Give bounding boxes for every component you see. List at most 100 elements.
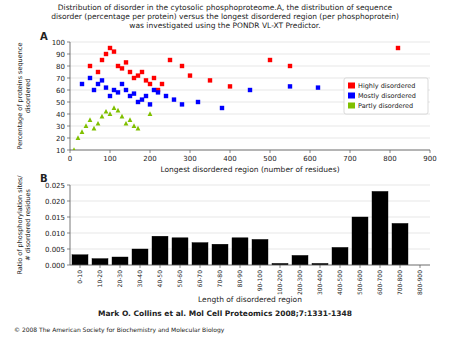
title: Distribution of disorder in the cytosoli…	[51, 3, 399, 30]
figure: Distribution of disorder in the cytosoli…	[0, 0, 450, 338]
x-tick	[110, 150, 111, 153]
x-tick	[230, 150, 231, 153]
x-tick-label: 30-40	[136, 270, 143, 288]
scatter-point	[288, 64, 292, 68]
panel-label: A	[40, 31, 48, 42]
y-tick-label: 0.015	[45, 214, 65, 222]
y-tick-label: 0.005	[45, 246, 65, 254]
y-tick-label: 0.010	[45, 230, 65, 238]
scatter-point	[76, 135, 81, 140]
scatter-point	[80, 129, 85, 134]
scatter-point	[104, 109, 109, 114]
scatter-point	[96, 121, 101, 126]
y-tick	[67, 78, 70, 79]
grid-line	[70, 150, 430, 151]
scatter-point	[104, 52, 108, 56]
bar	[152, 236, 168, 265]
legend-swatch	[348, 83, 355, 89]
scatter-point	[92, 126, 97, 131]
grid-line	[70, 126, 430, 127]
bar	[112, 257, 128, 265]
scatter-point	[164, 94, 168, 98]
x-tick	[80, 265, 81, 268]
scatter-point	[140, 70, 144, 74]
x-axis-label: Length of disordered region	[198, 295, 302, 304]
scatter-point	[136, 100, 140, 104]
x-tick-label: 600	[303, 155, 316, 163]
x-tick-label: 20-30	[116, 270, 123, 288]
bar	[392, 223, 408, 265]
x-tick	[320, 265, 321, 268]
x-tick	[150, 150, 151, 153]
y-axis-label-line: Ratio of phosphorylation sites/	[16, 175, 24, 275]
scatter-point	[116, 90, 120, 94]
y-tick-label: 0.025	[45, 182, 65, 190]
y-axis	[70, 42, 71, 150]
scatter-point	[148, 82, 152, 86]
scatter-point	[112, 49, 116, 53]
scatter-point	[268, 58, 272, 62]
y-tick	[67, 42, 70, 43]
y-tick	[67, 249, 70, 250]
x-tick	[220, 265, 221, 268]
x-axis-label-line: Longest disordered region (number of res…	[160, 165, 339, 174]
x-tick-label: 900	[423, 155, 436, 163]
x-tick-label: 80-90	[236, 270, 243, 288]
y-tick	[67, 126, 70, 127]
scatter-point	[316, 85, 320, 89]
scatter-point	[156, 90, 160, 94]
scatter-point	[288, 84, 292, 88]
bar	[332, 247, 348, 265]
legend-swatch	[348, 103, 355, 109]
x-tick	[390, 150, 391, 153]
legend-entry: Mostly disordered	[358, 92, 416, 100]
y-tick-label: 0.020	[45, 198, 65, 206]
y-tick	[67, 217, 70, 218]
x-tick-label: 0	[68, 155, 72, 163]
x-tick	[340, 265, 341, 268]
y-tick-label: 30	[56, 123, 65, 131]
x-axis-label: Longest disordered region (number of res…	[160, 165, 339, 174]
x-tick-label: 10-20	[96, 270, 103, 288]
x-tick	[280, 265, 281, 268]
scatter-point	[124, 88, 128, 92]
legend-box	[344, 78, 428, 114]
y-tick-label: 50	[56, 99, 65, 107]
scatter-point	[136, 73, 140, 77]
legend-entry: Highly disordered	[358, 82, 415, 90]
x-tick	[70, 150, 71, 153]
x-tick-label: 0-10	[76, 270, 83, 284]
scatter-point	[396, 46, 400, 50]
bar	[252, 239, 268, 265]
scatter-point	[208, 78, 212, 82]
y-tick-label: 100	[52, 39, 65, 47]
scatter-point	[220, 106, 224, 110]
x-tick	[240, 265, 241, 268]
grid-line	[70, 138, 430, 139]
scatter-point	[92, 88, 96, 92]
y-tick-label: 90	[56, 51, 65, 59]
scatter-point	[128, 94, 132, 98]
y-tick-label: 60	[56, 87, 65, 95]
y-axis-label-line: disordered	[24, 79, 32, 114]
bar	[92, 259, 108, 265]
x-tick	[380, 265, 381, 268]
bar	[372, 191, 388, 265]
scatter-point	[72, 147, 77, 150]
scatter-point	[88, 64, 92, 68]
scatter-point	[132, 123, 137, 128]
y-axis-label: Percentage of proteins sequencedisordere…	[16, 43, 32, 150]
scatter-point	[84, 123, 89, 128]
y-axis-label-line: # disordered residues	[24, 189, 32, 261]
title-line: Distribution of disorder in the cytosoli…	[58, 3, 393, 12]
scatter-points	[72, 46, 401, 150]
scatter-point	[100, 78, 104, 82]
x-axis	[70, 150, 430, 151]
bar	[72, 255, 88, 265]
x-tick-label: 400-500	[336, 270, 343, 295]
scatter-point	[168, 58, 172, 62]
scatter-point	[88, 76, 92, 80]
scatter-point	[196, 100, 200, 104]
x-tick-label: 400	[223, 155, 236, 163]
scatter-point	[124, 121, 129, 126]
